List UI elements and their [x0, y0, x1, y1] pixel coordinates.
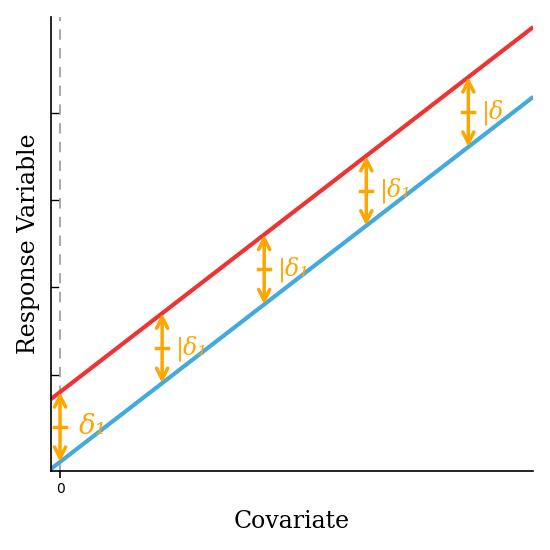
Text: |δ: |δ — [482, 99, 504, 125]
Text: |δ₁: |δ₁ — [176, 336, 208, 361]
Text: |δ₁: |δ₁ — [278, 257, 310, 282]
X-axis label: Covariate: Covariate — [234, 510, 350, 534]
Text: δ₁: δ₁ — [79, 414, 107, 441]
Y-axis label: Response Variable: Response Variable — [16, 133, 40, 354]
Text: |δ₁: |δ₁ — [380, 178, 412, 204]
